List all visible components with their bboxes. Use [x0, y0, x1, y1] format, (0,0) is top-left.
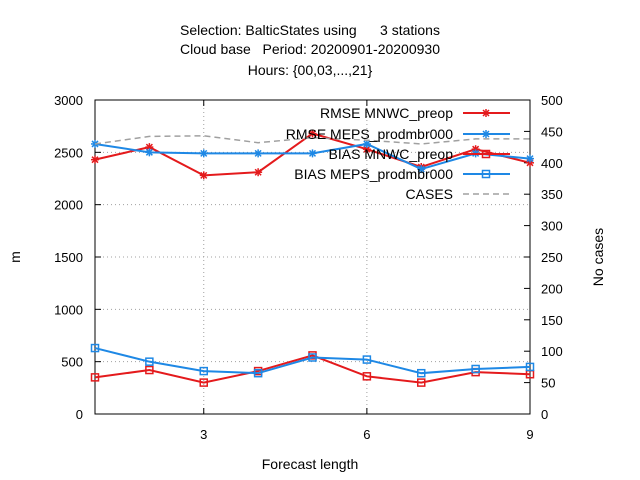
legend-label: RMSE MEPS_prodmbr000 [286, 126, 454, 142]
title-line-1: Selection: BalticStates using 3 stations [180, 22, 440, 38]
axes [94, 99, 531, 415]
y-tick-label: 1000 [54, 302, 83, 317]
data-point [199, 171, 208, 180]
legend-marker [482, 109, 490, 117]
data-point [145, 148, 154, 157]
series-line [94, 347, 531, 375]
y2-tick-label: 250 [541, 250, 563, 265]
y2-tick-label: 400 [541, 156, 563, 171]
data-point [145, 357, 154, 366]
x-tick-label: 3 [200, 427, 207, 442]
data-point [362, 372, 372, 381]
data-point [145, 365, 154, 375]
y-tick-label: 3000 [54, 93, 83, 108]
y2-tick-label: 450 [541, 124, 563, 139]
series [90, 129, 535, 387]
title-line-3: Hours: {00,03,...,21} [248, 62, 373, 78]
x-tick-label: 9 [526, 427, 533, 442]
y2-tick-label: 0 [541, 407, 548, 422]
data-point [254, 168, 263, 177]
y2-tick-label: 50 [541, 376, 555, 391]
grid [95, 100, 530, 414]
y2-tick-label: 150 [541, 313, 563, 328]
y2-tick-label: 100 [541, 344, 563, 359]
y-tick-label: 2500 [54, 145, 83, 160]
y2-tick-label: 200 [541, 281, 563, 296]
legend-label: BIAS MEPS_prodmbr000 [294, 166, 453, 182]
data-point [308, 129, 317, 138]
data-point [90, 343, 100, 353]
data-point [417, 368, 426, 378]
legend-entry: RMSE MNWC_preop [320, 105, 510, 121]
legend-entry: CASES [406, 186, 510, 202]
data-point [90, 373, 100, 382]
data-point [145, 143, 154, 152]
data-point [253, 368, 263, 378]
legend: RMSE MNWC_preop RMSE MEPS_prodmbr000 BIAS … [286, 105, 510, 202]
y2-tick-label: 350 [541, 187, 563, 202]
series-line [94, 135, 530, 145]
legend-label: CASES [406, 186, 453, 202]
data-point [308, 353, 317, 362]
legend-entry: BIAS MNWC_preop [329, 146, 510, 162]
series-1 [91, 139, 534, 174]
series-4 [94, 135, 530, 145]
legend-marker [481, 149, 491, 159]
data-point [471, 364, 480, 374]
x-tick-label: 6 [363, 427, 370, 442]
series-line [94, 354, 531, 384]
title-line-2: Cloud base Period: 20200901-20200930 [180, 41, 440, 57]
y-tick-label: 500 [61, 355, 83, 370]
plot-frame [94, 99, 531, 415]
y-tick-label: 1500 [54, 250, 83, 265]
data-point [199, 378, 208, 387]
data-point [308, 149, 317, 158]
data-point [525, 362, 535, 372]
legend-marker [482, 130, 490, 138]
y2-tick-label: 500 [541, 93, 563, 108]
data-point [91, 155, 99, 164]
series-3 [90, 343, 535, 378]
data-point [362, 139, 371, 148]
legend-entry: RMSE MEPS_prodmbr000 [286, 126, 510, 142]
legend-label: BIAS MNWC_preop [329, 146, 454, 162]
data-point [526, 154, 534, 163]
y2-axis-label: No cases [590, 228, 606, 286]
y-tick-label: 2000 [54, 198, 83, 213]
chart-title: Selection: BalticStates using 3 stations… [180, 22, 440, 78]
data-point [417, 378, 426, 387]
x-axis-label: Forecast length [262, 456, 359, 472]
data-point [362, 355, 372, 364]
data-point [199, 366, 208, 376]
ticks: 0 500 1000 1500 2000 2500 3000 0 50 100 150 200 250 3… [54, 93, 563, 442]
data-point [199, 149, 208, 158]
legend-entry: BIAS MEPS_prodmbr000 [294, 166, 510, 182]
legend-marker [481, 169, 491, 179]
data-point [417, 165, 426, 174]
data-point [254, 149, 263, 158]
y-tick-label: 0 [76, 407, 83, 422]
y-axis-label: m [7, 251, 23, 263]
legend-label: RMSE MNWC_preop [320, 105, 453, 121]
y2-tick-label: 300 [541, 219, 563, 234]
series-0 [91, 129, 534, 180]
